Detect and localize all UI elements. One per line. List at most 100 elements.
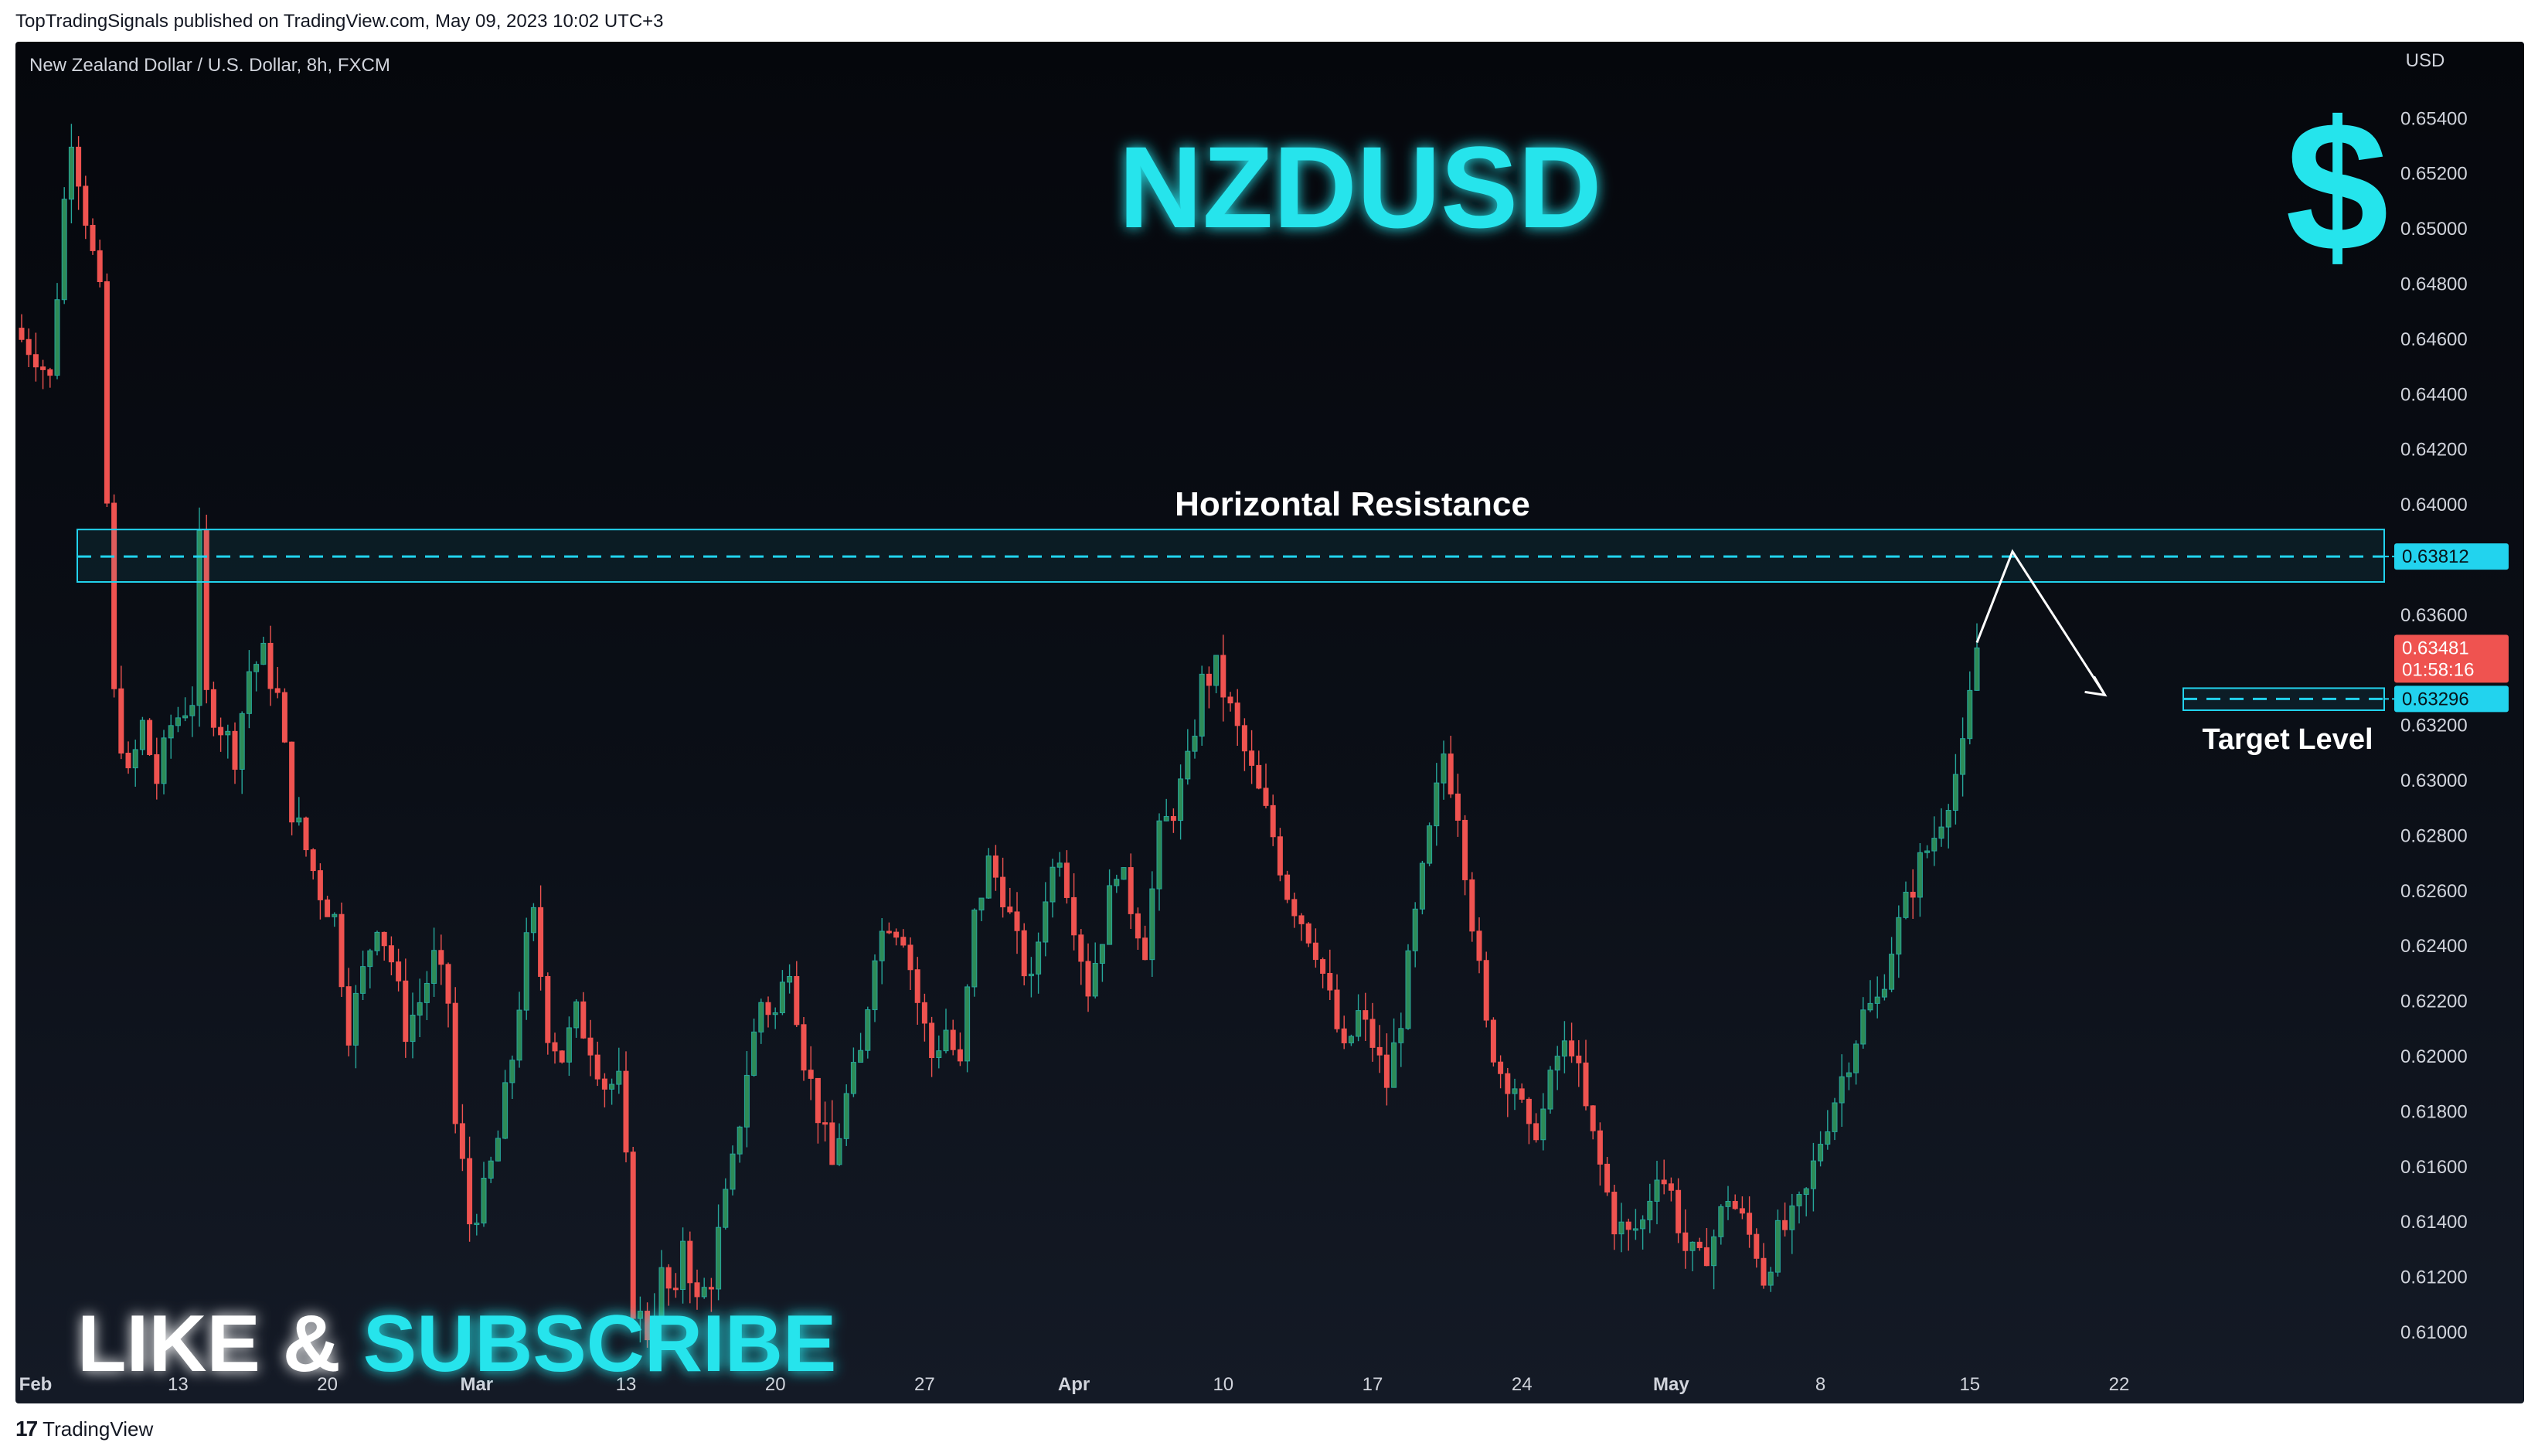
candle-up: [139, 719, 145, 750]
x-tick-label: 24: [1512, 1374, 1533, 1395]
candle-up: [865, 1009, 871, 1051]
candle-down: [1284, 874, 1291, 900]
y-tick-label: 0.64400: [2400, 384, 2468, 405]
y-tick-label: 0.61000: [2400, 1322, 2468, 1343]
candle-up: [573, 1001, 580, 1029]
candle-down: [1000, 876, 1006, 908]
candle-down: [1291, 899, 1298, 917]
x-tick-label: Feb: [19, 1374, 53, 1395]
candle-down: [907, 944, 913, 971]
candle-down: [317, 870, 323, 900]
candle-up: [879, 930, 885, 961]
candle-down: [1327, 972, 1333, 991]
candle-down: [822, 1122, 828, 1125]
candle-down: [1249, 750, 1255, 766]
candle-down: [808, 1070, 814, 1079]
candle-up: [1099, 944, 1105, 964]
promo-subscribe: SUBSCRIBE: [363, 1299, 837, 1389]
candle-up: [296, 817, 302, 823]
candle-up: [488, 1160, 494, 1179]
last-price-label: 0.63481: [2402, 638, 2469, 658]
publisher-line: TopTradingSignals published on TradingVi…: [15, 11, 664, 32]
price-chart[interactable]: USD 0.65400 0.65200 0.65000 0.64800 0.64600 0.…: [15, 42, 2524, 1403]
promo-text: LIKE & SUBSCRIBE: [77, 1299, 836, 1389]
candle-down: [921, 1002, 927, 1024]
candle-up: [1405, 950, 1411, 1029]
candle-down: [1533, 1123, 1539, 1141]
candle-up: [751, 1031, 757, 1076]
x-tick-label: 13: [168, 1374, 189, 1395]
candle-down: [1583, 1062, 1589, 1107]
candle-up: [1441, 754, 1447, 784]
candle-up: [1839, 1076, 1845, 1104]
candle-up: [1028, 973, 1034, 977]
candle-up: [1434, 782, 1440, 827]
candle-up: [1114, 879, 1120, 886]
candle-down: [32, 354, 39, 368]
target-price-label: 0.63296: [2402, 689, 2469, 709]
candle-down: [104, 281, 110, 504]
candle-down: [83, 185, 89, 226]
candle-down: [1014, 911, 1020, 931]
y-tick-label: 0.63600: [2400, 605, 2468, 626]
candle-down: [587, 1037, 594, 1056]
candle-down: [19, 328, 25, 340]
candle-up: [1647, 1200, 1653, 1220]
candle-up: [246, 671, 252, 714]
candle-up: [1896, 917, 1902, 955]
footer-brand[interactable]: 17 TradingView: [15, 1417, 153, 1441]
candle-up: [516, 1009, 522, 1061]
candle-down: [1476, 930, 1482, 961]
candle-down: [687, 1240, 693, 1284]
candle-up: [1774, 1220, 1781, 1273]
candle-down: [1376, 1046, 1383, 1056]
candle-down: [1320, 959, 1326, 974]
candle-down: [310, 849, 316, 872]
candle-up: [730, 1153, 736, 1190]
candle-up: [360, 966, 366, 994]
candle-up: [1547, 1070, 1553, 1110]
candle-down: [1071, 896, 1077, 936]
candle-down: [1625, 1221, 1631, 1230]
x-tick-label: 8: [1815, 1374, 1825, 1395]
candle-down: [1383, 1054, 1390, 1088]
candle-down: [452, 1002, 458, 1124]
candle-down: [1363, 1010, 1369, 1020]
symbol-label: New Zealand Dollar / U.S. Dollar, 8h, FX…: [29, 55, 390, 76]
candle-up: [1540, 1108, 1546, 1141]
candle-up: [61, 199, 67, 301]
candle-down: [1519, 1088, 1525, 1100]
candle-up: [737, 1126, 743, 1155]
candle-down: [1676, 1189, 1682, 1233]
candle-down: [1498, 1061, 1504, 1074]
candle-down: [1448, 754, 1454, 794]
tradingview-logo-icon: 17: [15, 1417, 38, 1441]
candle-down: [1569, 1040, 1575, 1056]
candle-up: [1874, 996, 1880, 1004]
candle-up: [1825, 1131, 1831, 1145]
candle-down: [1234, 702, 1240, 726]
candle-up: [1632, 1228, 1638, 1231]
candle-down: [1263, 788, 1269, 806]
candle-up: [1554, 1056, 1560, 1071]
candle-down: [900, 937, 907, 946]
candle-up: [1796, 1194, 1802, 1206]
candle-down: [1597, 1130, 1603, 1165]
candle-down: [97, 250, 103, 283]
candle-up: [1711, 1236, 1717, 1267]
candle-up: [1832, 1102, 1838, 1132]
y-tick-label: 0.63200: [2400, 716, 2468, 737]
candle-down: [580, 1001, 587, 1039]
candle-down: [552, 1042, 558, 1052]
y-tick-label: 0.61800: [2400, 1101, 2468, 1122]
candle-down: [1590, 1105, 1596, 1131]
candle-up: [481, 1178, 487, 1224]
candle-up: [616, 1070, 622, 1085]
candle-down: [1085, 961, 1091, 997]
candle-down: [1078, 934, 1084, 962]
candle-up: [858, 1049, 864, 1063]
candle-down: [1754, 1233, 1760, 1259]
candle-down: [765, 1002, 771, 1015]
candle-down: [694, 1282, 700, 1298]
target-label: Target Level: [2202, 723, 2373, 756]
